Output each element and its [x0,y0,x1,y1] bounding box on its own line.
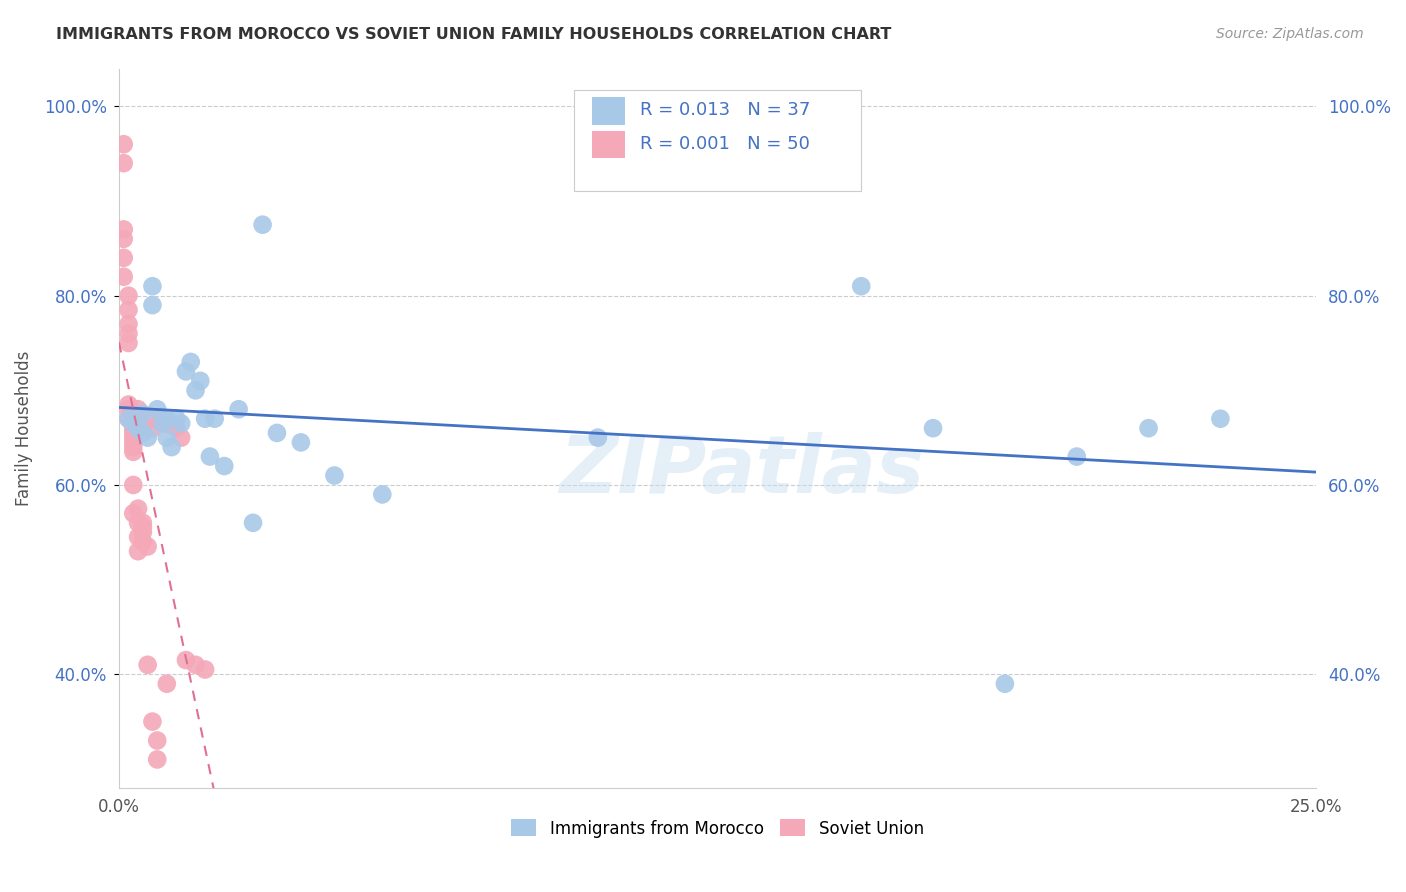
Point [194,663,217,677]
Point [586,431,609,445]
Point [188,374,211,388]
Point [127,544,149,558]
Point [132,520,155,534]
Point [117,411,139,425]
Point [184,384,207,398]
Point [252,218,274,232]
Point [136,540,159,554]
Text: Source: ZipAtlas.com: Source: ZipAtlas.com [1216,27,1364,41]
FancyBboxPatch shape [574,90,862,191]
Point [132,516,155,530]
Point [141,421,163,435]
Point [156,411,179,425]
Point [204,411,226,425]
Point [156,417,179,431]
Text: IMMIGRANTS FROM MOROCCO VS SOVIET UNION FAMILY HOUSEHOLDS CORRELATION CHART: IMMIGRANTS FROM MOROCCO VS SOVIET UNION … [56,27,891,42]
Point [371,487,394,501]
Point [228,402,250,417]
Point [156,431,179,445]
Point [127,530,149,544]
Point [1137,421,1160,435]
Point [112,156,135,170]
Point [1209,411,1232,425]
Text: ZIPatlas: ZIPatlas [560,433,924,510]
Point [122,435,145,450]
Point [122,425,145,440]
Point [150,417,173,431]
Point [117,288,139,302]
Point [290,435,312,450]
Point [122,440,145,454]
Point [112,251,135,265]
Point [136,431,159,445]
Point [132,407,155,421]
Point [122,445,145,459]
Point [198,450,221,464]
Point [994,677,1017,691]
Point [146,402,169,417]
Point [127,516,149,530]
Point [117,397,139,411]
Point [160,440,183,454]
Point [1066,450,1088,464]
Legend: Immigrants from Morocco, Soviet Union: Immigrants from Morocco, Soviet Union [505,813,931,844]
Point [323,468,346,483]
Point [117,411,139,425]
Point [146,733,169,747]
Point [112,137,135,152]
Point [141,411,163,425]
Point [141,279,163,293]
Point [122,417,145,431]
Point [122,507,145,521]
Point [174,653,197,667]
Point [136,657,159,672]
Point [242,516,264,530]
Point [112,269,135,284]
Point [174,364,197,378]
Bar [592,97,626,125]
Point [112,232,135,246]
Point [851,279,873,293]
Point [122,417,145,431]
Point [122,431,145,445]
Point [127,417,149,431]
Point [146,752,169,766]
Point [170,417,193,431]
Point [132,534,155,549]
Point [180,355,202,369]
Point [127,421,149,435]
Point [194,411,217,425]
Point [127,501,149,516]
Point [127,411,149,425]
Bar [592,131,626,159]
Point [112,222,135,236]
Point [117,317,139,331]
Point [122,478,145,492]
Point [127,402,149,417]
Point [117,336,139,351]
Point [141,298,163,312]
Point [184,657,207,672]
Point [127,421,149,435]
Point [141,714,163,729]
Point [150,411,173,425]
Point [122,421,145,435]
Point [170,431,193,445]
Point [156,677,179,691]
Point [214,458,236,473]
Point [117,402,139,417]
Text: R = 0.001   N = 50: R = 0.001 N = 50 [640,135,810,153]
Point [165,421,187,435]
Point [132,525,155,540]
Point [132,425,155,440]
Y-axis label: Family Households: Family Households [15,351,32,506]
Point [117,326,139,341]
Point [922,421,945,435]
Point [117,302,139,317]
Point [165,411,187,425]
Text: R = 0.013   N = 37: R = 0.013 N = 37 [640,101,810,120]
Point [266,425,288,440]
